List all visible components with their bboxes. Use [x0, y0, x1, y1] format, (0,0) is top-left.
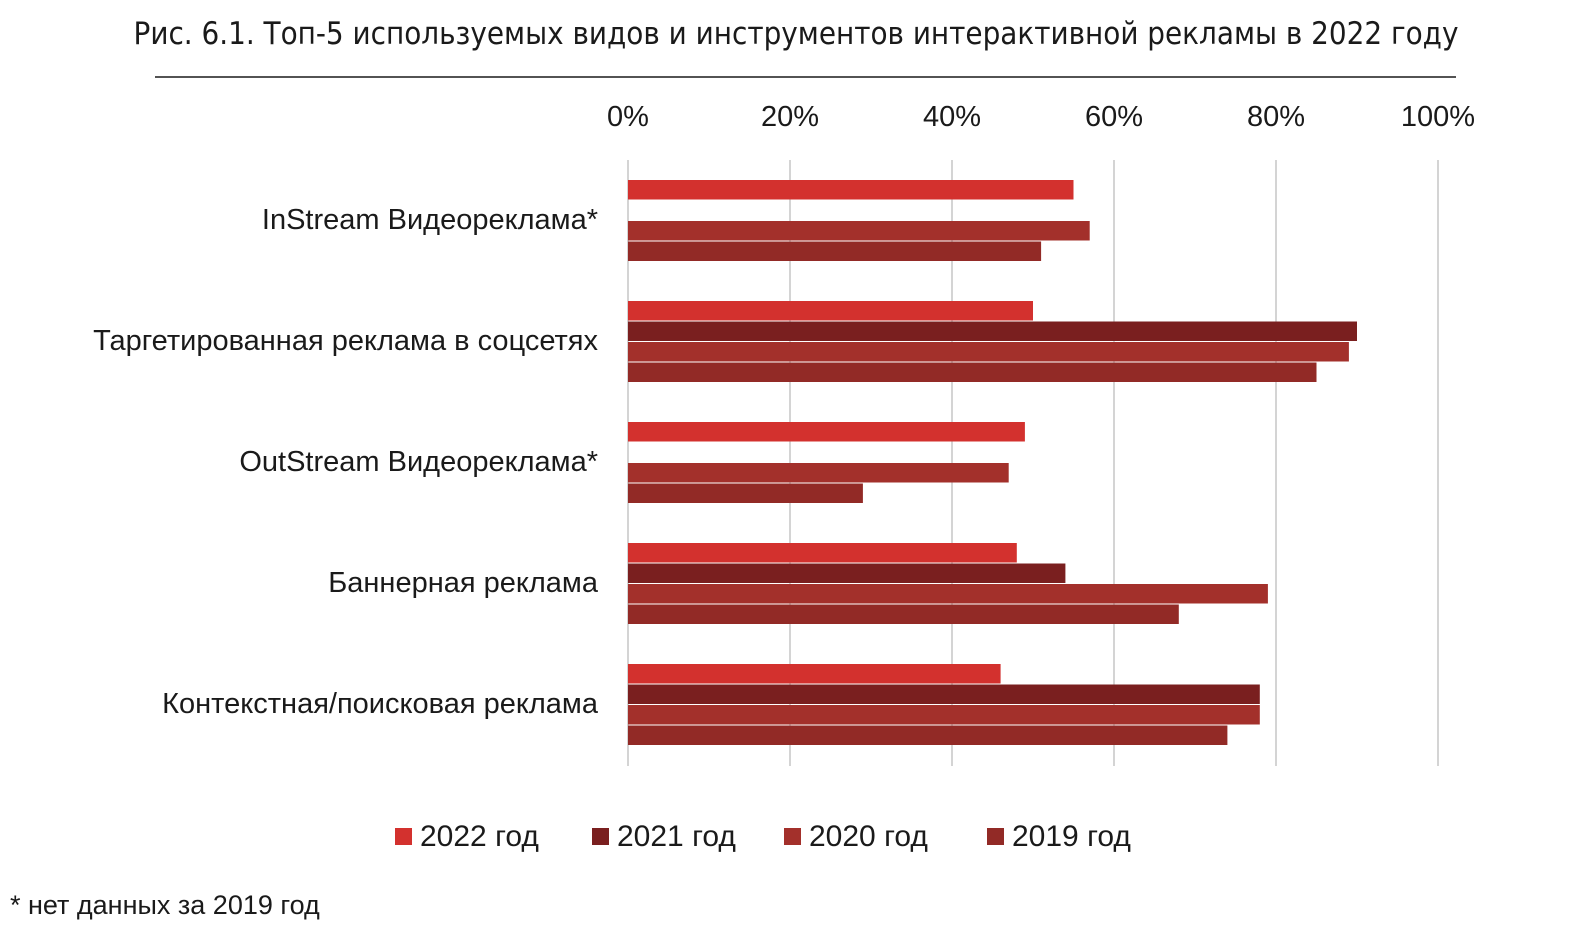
category-label: Таргетированная реклама в соцсетях — [93, 325, 598, 357]
chart-title: Рис. 6.1. Топ-5 используемых видов и инс… — [134, 16, 1459, 52]
x-tick-label: 20% — [761, 101, 819, 133]
bar — [628, 664, 1001, 684]
bar — [628, 180, 1074, 200]
legend-label: 2019 год — [1012, 820, 1131, 853]
bar — [628, 422, 1025, 442]
legend-swatch — [395, 828, 412, 845]
bar — [628, 563, 1066, 583]
bar — [628, 463, 1009, 483]
category-labels: InStream Видеореклама* Таргетированная ре… — [93, 204, 599, 720]
bar — [628, 725, 1228, 745]
legend-label: 2020 год — [809, 820, 928, 853]
legend-label: 2021 год — [617, 820, 736, 853]
bar — [628, 301, 1033, 321]
bar — [628, 584, 1268, 604]
bar — [628, 362, 1317, 382]
bar — [628, 321, 1357, 341]
legend-label: 2022 год — [420, 820, 539, 853]
bar — [628, 483, 863, 503]
x-tick-label: 40% — [923, 101, 981, 133]
x-tick-label: 60% — [1085, 101, 1143, 133]
bar — [628, 684, 1260, 704]
bar — [628, 342, 1349, 362]
category-label: Баннерная реклама — [328, 567, 599, 599]
legend-swatch — [592, 828, 609, 845]
category-label: InStream Видеореклама* — [262, 204, 598, 236]
category-label: Контекстная/поисковая реклама — [162, 688, 599, 720]
x-tick-label: 0% — [607, 101, 649, 133]
legend-swatch — [784, 828, 801, 845]
x-tick-label: 80% — [1247, 101, 1305, 133]
bar — [628, 221, 1090, 241]
x-axis-ticks: 0% 20% 40% 60% 80% 100% — [607, 101, 1475, 133]
legend: 2022 год 2021 год 2020 год 2019 год — [395, 820, 1131, 853]
bar — [628, 241, 1042, 261]
bars — [628, 180, 1357, 745]
x-tick-label: 100% — [1401, 101, 1475, 133]
bar — [628, 604, 1179, 624]
legend-swatch — [987, 828, 1004, 845]
bar — [628, 705, 1260, 725]
bar — [628, 543, 1017, 563]
footnote: * нет данных за 2019 год — [10, 890, 320, 920]
category-label: OutStream Видеореклама* — [239, 446, 598, 478]
